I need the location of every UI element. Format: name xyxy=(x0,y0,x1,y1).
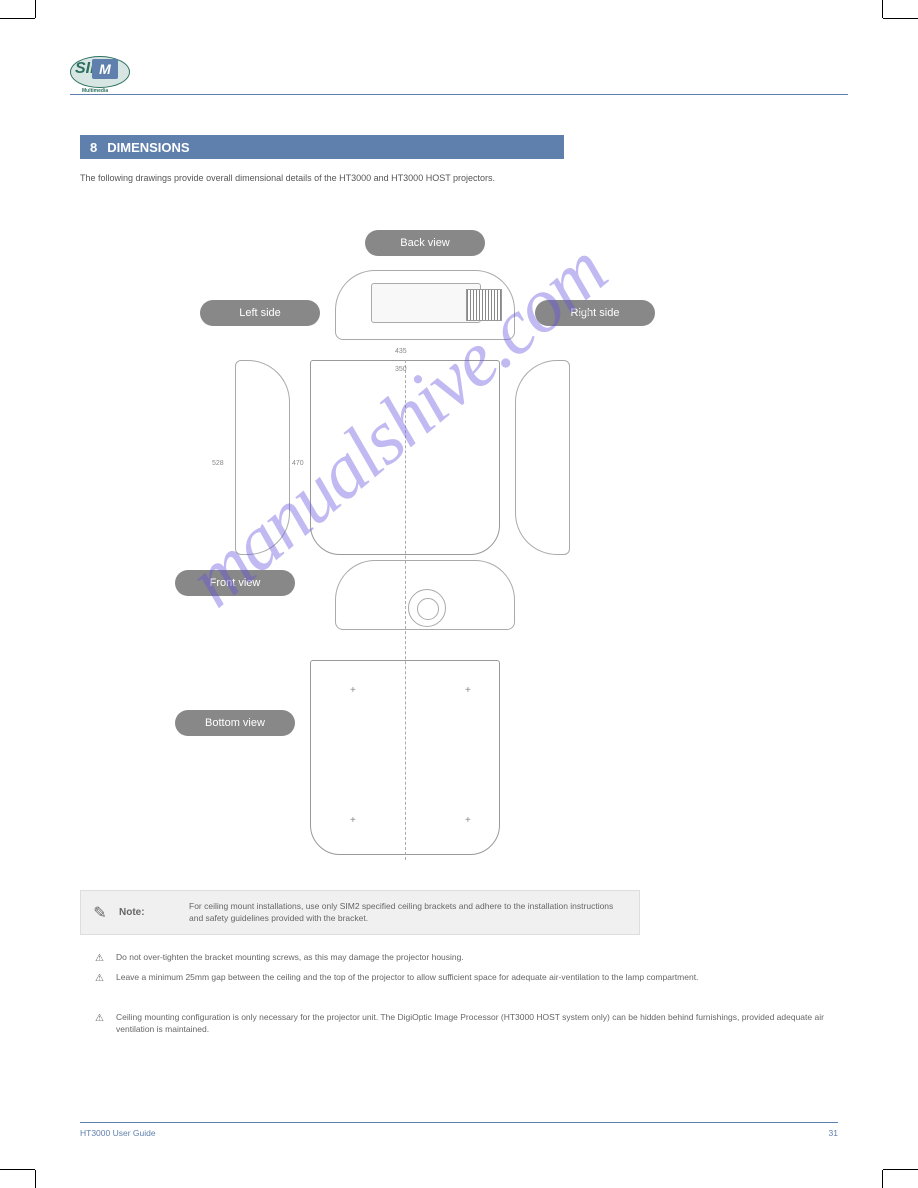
intro-paragraph: The following drawings provide overall d… xyxy=(80,172,838,185)
crop-mark xyxy=(882,1170,883,1188)
dimension-350: 350 xyxy=(395,366,407,373)
drawing-right-side xyxy=(515,360,570,555)
note-box: ✎ Note: For ceiling mount installations,… xyxy=(80,890,640,935)
mount-hole-icon: + xyxy=(350,685,358,693)
section-title: DIMENSIONS xyxy=(107,140,189,155)
warning-text: Ceiling mounting configuration is only n… xyxy=(111,1012,838,1036)
mount-hole-icon: + xyxy=(350,815,358,823)
section-heading: 8 DIMENSIONS xyxy=(80,135,564,159)
warning-icon: ⚠ xyxy=(95,952,111,966)
crop-mark xyxy=(883,1169,918,1170)
crop-mark xyxy=(0,18,35,19)
label-left-side: Left side xyxy=(200,300,320,326)
logo-m: M xyxy=(92,59,118,79)
warning-row: ⚠ Leave a minimum 25mm gap between the c… xyxy=(95,972,838,986)
section-number: 8 xyxy=(90,140,97,155)
warning-icon: ⚠ xyxy=(95,972,111,986)
crop-mark xyxy=(35,1170,36,1188)
crop-mark xyxy=(882,0,883,18)
drawing-back-view xyxy=(335,270,515,340)
footer-page-number: 31 xyxy=(829,1128,838,1138)
label-right-side: Right side xyxy=(535,300,655,326)
dimension-238: 238 xyxy=(578,310,590,317)
label-front-view: Front view xyxy=(175,570,295,596)
drawing-front-view xyxy=(335,560,515,630)
note-label: Note: xyxy=(119,891,189,934)
dimension-470: 470 xyxy=(292,460,304,467)
warning-text: Leave a minimum 25mm gap between the cei… xyxy=(111,972,838,984)
footer-left: HT3000 User Guide xyxy=(80,1128,156,1138)
dimension-528: 528 xyxy=(212,460,224,467)
mount-hole-icon: + xyxy=(465,815,473,823)
sim2-logo: SIM M Multimedia xyxy=(70,56,130,94)
mount-hole-icon: + xyxy=(465,685,473,693)
warning-icon: ⚠ xyxy=(95,1012,111,1026)
center-line xyxy=(405,360,406,860)
page-footer: HT3000 User Guide 31 xyxy=(80,1122,838,1138)
logo-subtitle: Multimedia xyxy=(82,88,108,94)
label-bottom-view: Bottom view xyxy=(175,710,295,736)
crop-mark xyxy=(0,1169,35,1170)
label-back-view: Back view xyxy=(365,230,485,256)
page-header: SIM M Multimedia xyxy=(70,45,848,95)
crop-mark xyxy=(883,18,918,19)
warning-row: ⚠ Do not over-tighten the bracket mounti… xyxy=(95,952,838,966)
note-text: For ceiling mount installations, use onl… xyxy=(189,891,639,934)
pencil-icon: ✎ xyxy=(81,891,119,934)
crop-mark xyxy=(35,0,36,18)
warning-row: ⚠ Ceiling mounting configuration is only… xyxy=(95,1012,838,1036)
warning-text: Do not over-tighten the bracket mounting… xyxy=(111,952,838,964)
dimensions-diagram: Back view Left side Right side Front vie… xyxy=(170,210,730,890)
drawing-left-side xyxy=(235,360,290,555)
dimension-435: 435 xyxy=(395,348,407,355)
